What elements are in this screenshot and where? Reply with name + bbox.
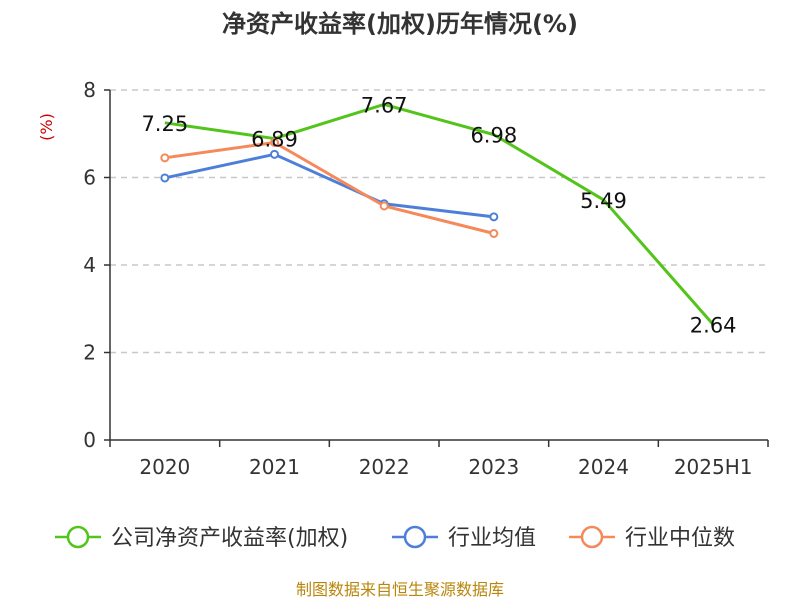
y-axis-label: (%) — [37, 113, 56, 141]
source-note: 制图数据来自恒生聚源数据库 — [296, 580, 504, 599]
data-point — [270, 138, 279, 147]
data-point — [379, 201, 389, 211]
y-tick-label: 2 — [83, 341, 96, 365]
data-point — [160, 173, 170, 183]
legend-entry: 行业中位数 — [625, 526, 735, 551]
data-label: 5.49 — [580, 189, 627, 213]
legend-marker — [66, 525, 90, 549]
data-point — [489, 229, 499, 238]
x-tick-label: 2024 — [578, 455, 629, 479]
x-tick-label: 2023 — [468, 455, 519, 479]
y-tick-label: 8 — [83, 78, 96, 102]
data-label: 2.64 — [690, 314, 737, 338]
legend-marker — [403, 525, 427, 549]
axes: 0 2 4 6 8 2020 2021 2022 2023 2024 2025H1 — [83, 78, 769, 479]
data-point — [160, 153, 170, 163]
data-label: 7.67 — [361, 93, 408, 117]
legend-marker — [580, 525, 604, 549]
data-label: 7.25 — [141, 112, 188, 136]
x-tick-label: 2021 — [249, 455, 300, 479]
series-line-3 — [164, 141, 495, 235]
y-tick-label: 4 — [83, 253, 96, 277]
data-point — [489, 212, 499, 222]
data-label: 6.89 — [251, 128, 298, 152]
legend: 公司净资产收益率(加权) 行业均值 行业中位数 — [55, 525, 735, 551]
y-tick-label: 6 — [83, 166, 96, 190]
legend-entry: 行业均值 — [448, 526, 536, 551]
series-layer: 7.25 6.89 7.67 6.98 5.49 2.64 — [141, 93, 736, 337]
x-tick-label: 2022 — [359, 455, 410, 479]
series-line-2 — [164, 152, 495, 219]
series-line-1 — [164, 102, 715, 326]
chart-title: 净资产收益率(加权)历年情况(%) — [222, 10, 578, 38]
x-tick-label: 2020 — [139, 455, 190, 479]
legend-entry: 公司净资产收益率(加权) — [111, 526, 348, 551]
data-point — [270, 149, 279, 159]
y-tick-label: 0 — [83, 428, 96, 452]
data-label: 6.98 — [470, 124, 517, 148]
x-tick-label: 2025H1 — [674, 455, 753, 479]
